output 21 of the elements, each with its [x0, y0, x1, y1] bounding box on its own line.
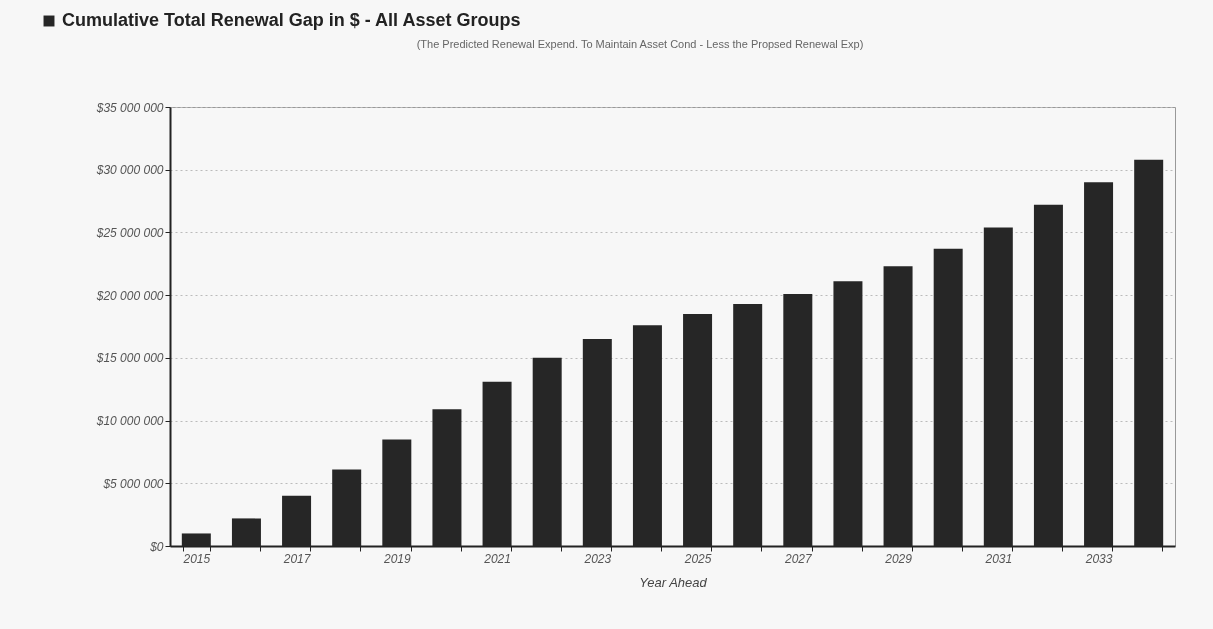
y-tick-label: $5 000 000 — [102, 476, 164, 491]
x-tick-label: 2021 — [483, 551, 511, 566]
x-tick-label: 2017 — [282, 551, 312, 566]
y-tick-label: $0 — [149, 539, 164, 554]
legend-label: Cumulative Total Renewal Gap in $ - All Asset Groups — [62, 10, 521, 30]
x-tick-label: 2033 — [1084, 551, 1113, 566]
y-tick-label: $15 000 000 — [95, 351, 164, 366]
x-tick-label: 2031 — [984, 551, 1013, 566]
y-tick-label: $35 000 000 — [95, 100, 164, 115]
x-tick-label: 2023 — [583, 551, 612, 566]
y-tick-label: $25 000 000 — [95, 225, 164, 240]
x-tick-label: 2027 — [783, 551, 813, 566]
y-tick-label: $10 000 000 — [95, 414, 164, 429]
x-tick-label: 2015 — [182, 551, 211, 566]
x-tick-label: 2019 — [382, 551, 411, 566]
y-tick-label: $20 000 000 — [95, 288, 164, 303]
y-tick-label: $30 000 000 — [95, 163, 164, 178]
x-tick-label: 2029 — [884, 551, 913, 566]
x-tick-label: 2025 — [683, 551, 712, 566]
text: (The Predicted Renewal Expend. To Maintain Asset Cond - Less the Propsed Renewal Exp) — [416, 38, 864, 50]
x-axis-title: Year Ahead — [639, 574, 708, 590]
